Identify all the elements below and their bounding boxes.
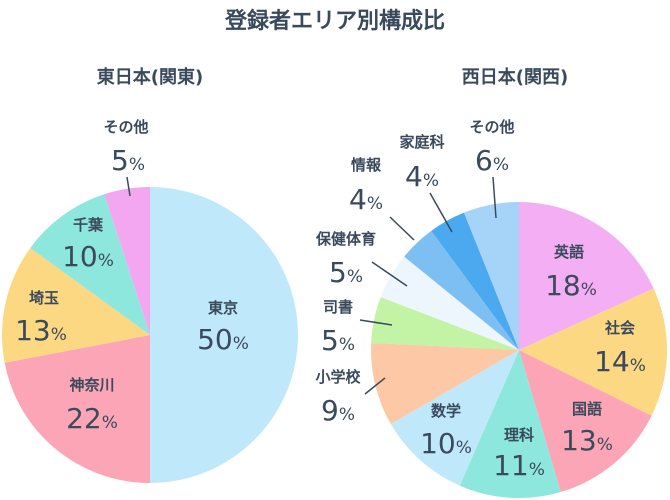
west-slice-value-10: 6% (475, 144, 509, 177)
west-slice-label-2: 国語 (572, 400, 602, 418)
west-leader-line-9 (429, 192, 453, 233)
west-slice-label-8: 情報 (351, 156, 382, 174)
west-slice-3 (459, 350, 561, 498)
west-slice-label-10: その他 (469, 118, 514, 136)
west-slice-label-3: 理科 (504, 426, 534, 444)
east-slice-label-1: 神奈川 (69, 376, 114, 394)
page-title: 登録者エリア別構成比 (224, 8, 445, 34)
west-slice-label-5: 小学校 (315, 368, 361, 386)
east-slice-4 (104, 187, 150, 335)
west-slice-9 (431, 212, 519, 350)
west-slice-10 (463, 202, 519, 350)
east-slice-value-1: 22% (66, 402, 118, 435)
west-slice-7 (380, 256, 519, 350)
east-slice-2 (2, 248, 150, 363)
west-leader-line-6 (359, 319, 393, 326)
west-slice-0 (519, 202, 654, 350)
chart-title-east: 東日本(関東) (97, 66, 203, 88)
west-slice-label-4: 数学 (431, 402, 461, 420)
west-slice-value-4: 10% (420, 427, 472, 460)
chart-title-west: 西日本(関西) (462, 66, 568, 88)
west-slice-value-7: 5% (329, 256, 363, 289)
east-slice-label-4: その他 (103, 118, 148, 136)
west-slice-5 (371, 342, 519, 424)
west-leader-line-10 (492, 176, 497, 219)
west-slice-label-9: 家庭科 (399, 133, 444, 151)
west-leader-line-7 (371, 261, 408, 287)
east-leader-line-4 (126, 176, 131, 197)
west-slice-label-7: 保健体育 (315, 230, 376, 248)
west-slice-label-6: 司書 (323, 298, 353, 316)
west-slice-1 (519, 288, 668, 416)
pie-east: 東京 50% 神奈川 22% 埼玉 13% 千葉 10% その他 5% (2, 118, 298, 483)
east-slice-label-0: 東京 (208, 299, 238, 317)
pie-west: 英語 18% 社会 14% 国語 13% 理科 11% 数学 10% 小学校 9% 司書 5% 保健体育 5%… (315, 118, 668, 498)
east-slice-value-2: 13% (15, 314, 67, 347)
west-slice-label-0: 英語 (554, 243, 584, 261)
west-leader-line-8 (389, 216, 415, 241)
west-leader-line-5 (364, 377, 386, 395)
west-slice-value-9: 4% (405, 160, 439, 193)
east-slice-value-3: 10% (62, 240, 114, 273)
east-slice-0 (150, 187, 298, 483)
west-slice-6 (371, 297, 519, 350)
east-slice-label-2: 埼玉 (29, 289, 59, 307)
east-slice-label-3: 千葉 (73, 216, 104, 234)
east-slice-value-0: 50% (197, 323, 249, 356)
west-slice-value-3: 11% (493, 449, 545, 482)
west-slice-value-8: 4% (349, 183, 383, 216)
west-slice-value-0: 18% (545, 269, 597, 302)
west-slice-4 (390, 350, 519, 486)
west-slice-label-1: 社会 (604, 319, 635, 337)
east-slice-value-4: 5% (111, 144, 145, 177)
west-slice-2 (519, 350, 652, 492)
west-slice-value-5: 9% (321, 394, 355, 427)
west-slice-value-6: 5% (321, 324, 355, 357)
west-slice-value-2: 13% (561, 424, 613, 457)
west-slice-value-1: 14% (594, 345, 646, 378)
west-slice-8 (404, 230, 519, 350)
east-slice-3 (30, 194, 150, 335)
east-slice-1 (4, 335, 151, 483)
